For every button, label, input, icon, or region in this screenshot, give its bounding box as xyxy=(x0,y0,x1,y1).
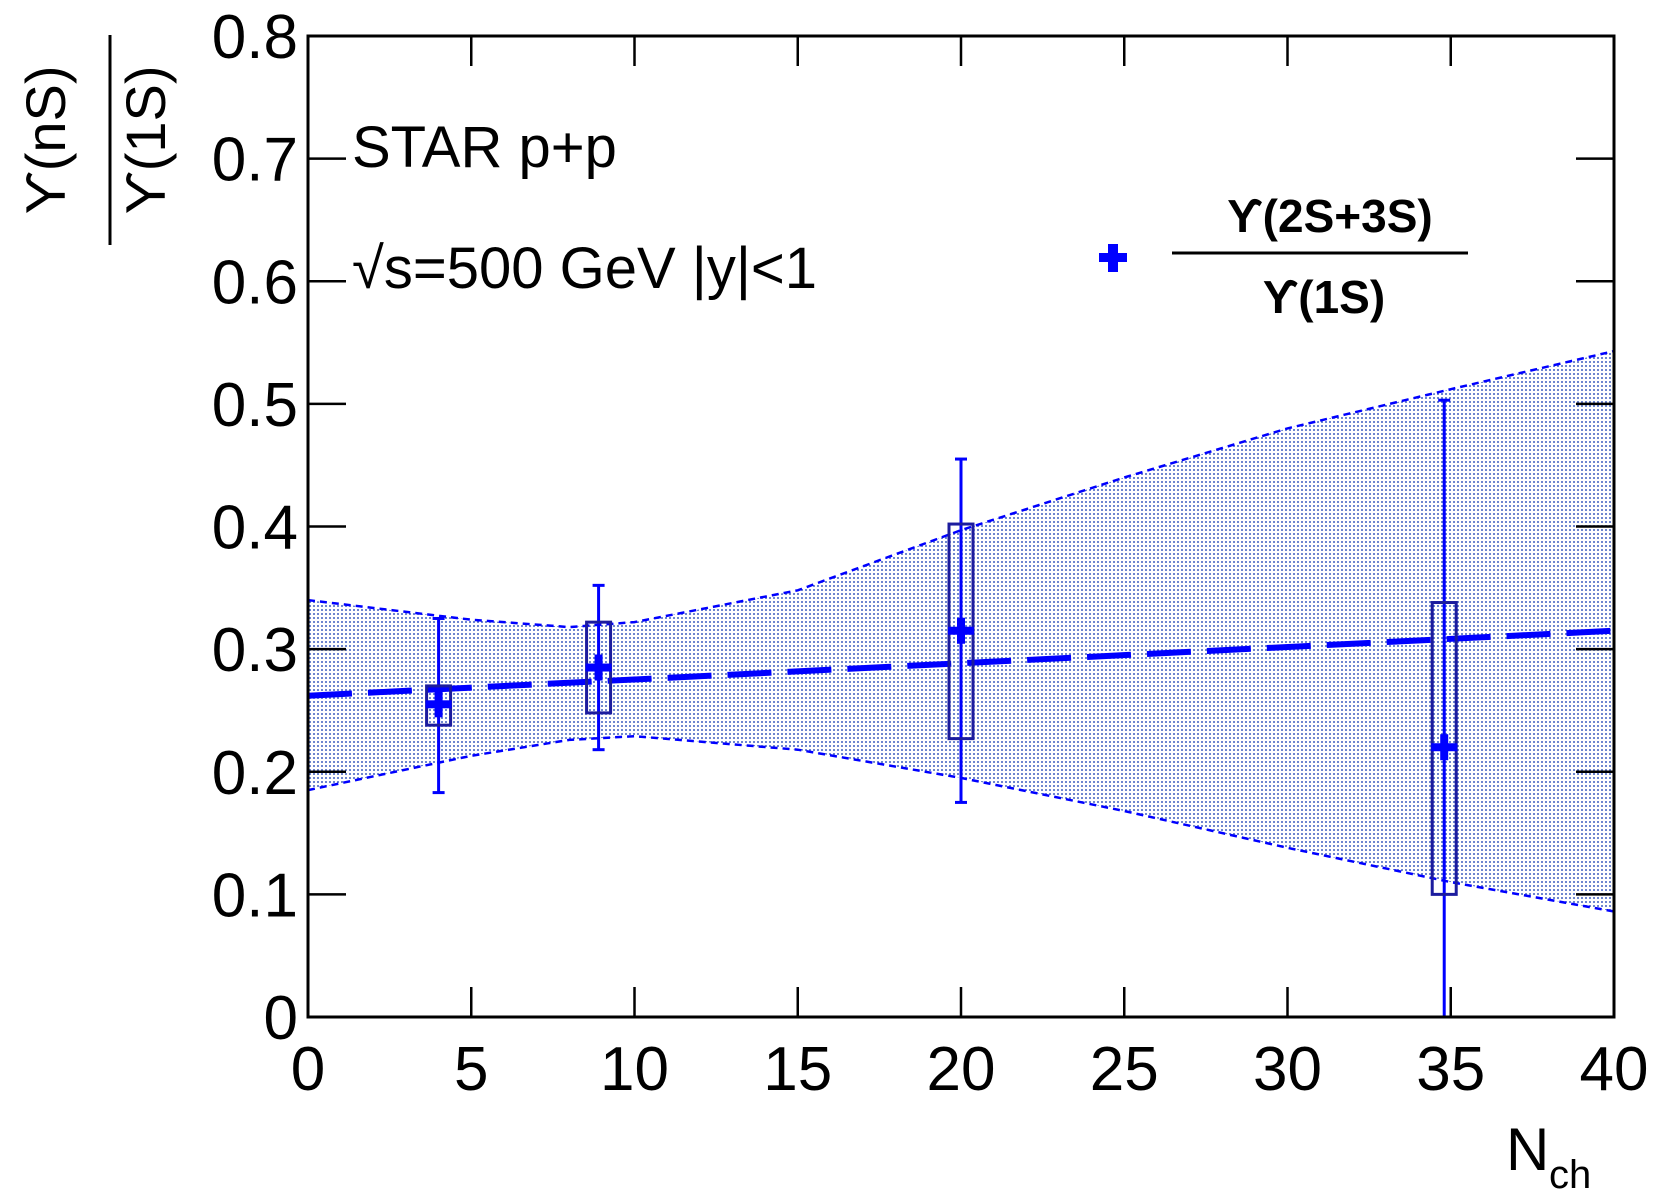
fit-band-upper xyxy=(307,349,1615,629)
y-tick-label: 0.5 xyxy=(212,371,298,440)
y-tick-label: 0.1 xyxy=(212,861,298,930)
legend-numerator: ϒ(2S+3S) xyxy=(1227,190,1432,242)
x-tick-label: 35 xyxy=(1416,1035,1485,1104)
marker-vertical xyxy=(594,654,603,681)
fit-line-group xyxy=(307,627,1615,699)
fit-line xyxy=(307,627,1615,699)
x-label-sub: ch xyxy=(1549,1153,1591,1195)
x-tick-label: 10 xyxy=(600,1035,669,1104)
legend: ϒ(2S+3S) ϒ(1S) xyxy=(1099,190,1468,323)
data-points xyxy=(425,398,1458,1017)
x-tick-label: 25 xyxy=(1090,1035,1159,1104)
y-tick-label: 0.6 xyxy=(212,248,298,317)
x-tick-label: 40 xyxy=(1580,1035,1649,1104)
x-tick-label: 0 xyxy=(291,1035,325,1104)
legend-marker xyxy=(1099,244,1127,272)
marker-vertical xyxy=(1440,734,1449,761)
y-tick-label: 0.4 xyxy=(212,494,298,563)
legend-denominator: ϒ(1S) xyxy=(1263,271,1385,323)
x-axis-label: N ch xyxy=(1506,1116,1591,1195)
marker-vertical xyxy=(434,691,443,718)
data-point-4 xyxy=(1430,398,1458,1017)
y-tick-label: 0.7 xyxy=(212,126,298,195)
y-tick-label: 0 xyxy=(264,984,298,1053)
annotation-experiment: STAR p+p xyxy=(352,115,617,180)
y-label-denominator: ϒ(1S) xyxy=(114,65,177,214)
data-point-3 xyxy=(947,457,975,804)
data-point-2 xyxy=(585,583,613,752)
y-tick-label: 0.8 xyxy=(212,3,298,72)
annotation-energy: √s=500 GeV |y|<1 xyxy=(352,236,817,301)
x-tick-label: 30 xyxy=(1253,1035,1322,1104)
y-tick-label: 0.2 xyxy=(212,739,298,808)
y-axis-label: ϒ(nS) ϒ(1S) xyxy=(14,35,177,245)
data-point-1 xyxy=(425,616,453,795)
x-tick-label: 5 xyxy=(454,1035,488,1104)
x-tick-label: 15 xyxy=(763,1035,832,1104)
sqrt-symbol: √ xyxy=(352,236,384,301)
energy-text: s=500 GeV |y|<1 xyxy=(384,236,817,301)
y-label-numerator: ϒ(nS) xyxy=(14,65,77,214)
axis-ticks: 0 5 10 15 20 25 30 35 40 0 0.1 0.2 0.3 0.4 0.5 0.6 0.7 0.… xyxy=(212,3,1649,1104)
marker-vertical xyxy=(957,617,965,644)
x-label-main: N xyxy=(1506,1116,1549,1183)
fit-band-lower xyxy=(307,734,1615,913)
x-tick-label: 20 xyxy=(927,1035,996,1104)
y-tick-label: 0.3 xyxy=(212,616,298,685)
